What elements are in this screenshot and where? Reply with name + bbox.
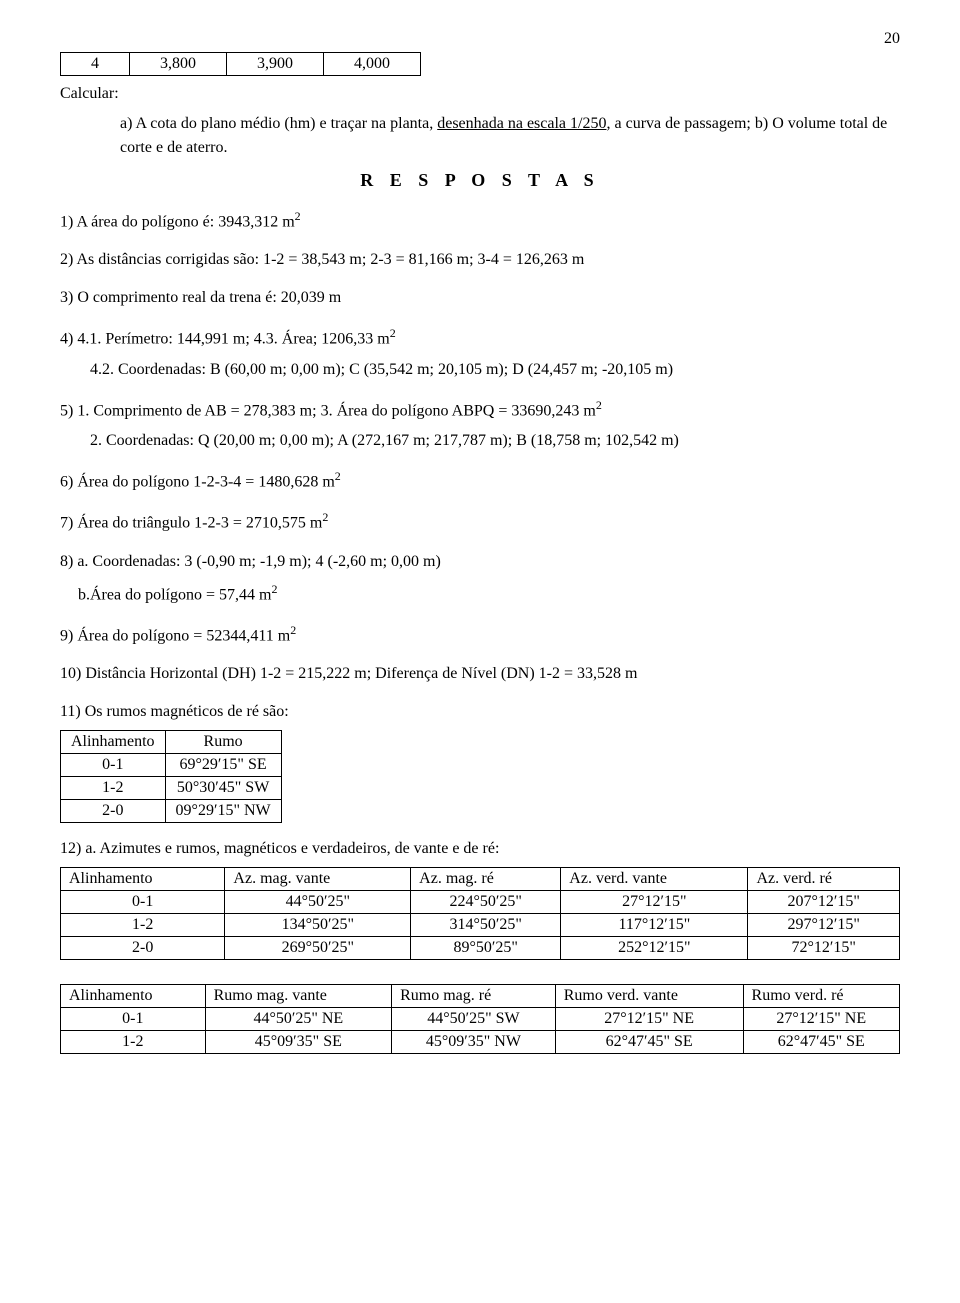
col-header: Rumo verd. ré (743, 985, 899, 1008)
calcular-a: a) A cota do plano médio (hm) e traçar n… (120, 115, 437, 132)
cell: 297°12′15" (748, 914, 900, 937)
table-row: 1-2134°50′25"314°50′25"117°12′15"297°12′… (61, 914, 900, 937)
col-header: Alinhamento (61, 731, 166, 754)
answer-5-1: 5) 1. Comprimento de AB = 278,383 m; 3. … (60, 396, 900, 423)
cell: 62°47′45" SE (555, 1031, 743, 1054)
cell: 3,800 (130, 53, 227, 76)
cell: 1-2 (61, 914, 225, 937)
cell: 69°29′15" SE (165, 754, 281, 777)
table-row: 4 3,800 3,900 4,000 (61, 53, 421, 76)
answer-10: 10) Distância Horizontal (DH) 1-2 = 215,… (60, 662, 900, 686)
table-row: 2-0269°50′25"89°50′25"252°12′15"72°12′15… (61, 937, 900, 960)
table-header-row: Alinhamento Rumo mag. vante Rumo mag. ré… (61, 985, 900, 1008)
calcular-a-underline: desenhada na escala 1/250 (437, 115, 606, 132)
cell: 45°09′35" SE (205, 1031, 392, 1054)
answer-5-2: 2. Coordenadas: Q (20,00 m; 0,00 m); A (… (90, 429, 900, 453)
answer-8a: 8) a. Coordenadas: 3 (-0,90 m; -1,9 m); … (60, 550, 900, 574)
top-data-table: 4 3,800 3,900 4,000 (60, 52, 421, 76)
cell: 0-1 (61, 754, 166, 777)
cell: 44°50′25" SW (392, 1008, 556, 1031)
col-header: Az. mag. vante (225, 868, 411, 891)
page-number: 20 (60, 30, 900, 48)
answer-3: 3) O comprimento real da trena é: 20,039… (60, 286, 900, 310)
answer-12: 12) a. Azimutes e rumos, magnéticos e ve… (60, 837, 900, 861)
cell: 44°50′25" (225, 891, 411, 914)
cell: 0-1 (61, 1008, 206, 1031)
cell: 1-2 (61, 1031, 206, 1054)
cell: 50°30′45" SW (165, 777, 281, 800)
table-row: 1-250°30′45" SW (61, 777, 282, 800)
answer-4-1: 4) 4.1. Perímetro: 144,991 m; 4.3. Área;… (60, 324, 900, 351)
col-header: Rumo mag. ré (392, 985, 556, 1008)
cell: 27°12′15" NE (555, 1008, 743, 1031)
cell: 62°47′45" SE (743, 1031, 899, 1054)
col-header: Az. mag. ré (411, 868, 561, 891)
cell: 72°12′15" (748, 937, 900, 960)
respostas-heading: R E S P O S T A S (60, 170, 900, 191)
col-header: Az. verd. ré (748, 868, 900, 891)
cell: 27°12′15" NE (743, 1008, 899, 1031)
cell: 09°29′15" NW (165, 800, 281, 823)
cell: 117°12′15" (561, 914, 748, 937)
col-header: Rumo (165, 731, 281, 754)
table-row: 0-144°50′25"224°50′25"27°12′15"207°12′15… (61, 891, 900, 914)
cell: 2-0 (61, 800, 166, 823)
cell: 2-0 (61, 937, 225, 960)
cell: 207°12′15" (748, 891, 900, 914)
cell: 45°09′35" NW (392, 1031, 556, 1054)
col-header: Alinhamento (61, 985, 206, 1008)
answer-2: 2) As distâncias corrigidas são: 1-2 = 3… (60, 248, 900, 272)
answer-8b: b.Área do polígono = 57,44 m2 (78, 580, 900, 607)
cell: 89°50′25" (411, 937, 561, 960)
cell: 314°50′25" (411, 914, 561, 937)
cell: 4,000 (324, 53, 421, 76)
answer-6: 6) Área do polígono 1-2-3-4 = 1480,628 m… (60, 467, 900, 494)
table-row: 0-144°50′25" NE44°50′25" SW27°12′15" NE2… (61, 1008, 900, 1031)
cell: 134°50′25" (225, 914, 411, 937)
table-rumos-vante-re: Alinhamento Rumo mag. vante Rumo mag. ré… (60, 984, 900, 1054)
answer-7: 7) Área do triângulo 1-2-3 = 2710,575 m2 (60, 508, 900, 535)
table-rumos: Alinhamento Rumo 0-169°29′15" SE 1-250°3… (60, 730, 282, 823)
table-header-row: Alinhamento Rumo (61, 731, 282, 754)
col-header: Az. verd. vante (561, 868, 748, 891)
table-row: 0-169°29′15" SE (61, 754, 282, 777)
table-row: 2-009°29′15" NW (61, 800, 282, 823)
col-header: Rumo mag. vante (205, 985, 392, 1008)
cell: 252°12′15" (561, 937, 748, 960)
cell: 4 (61, 53, 130, 76)
cell: 269°50′25" (225, 937, 411, 960)
answer-11: 11) Os rumos magnéticos de ré são: (60, 700, 900, 724)
cell: 224°50′25" (411, 891, 561, 914)
col-header: Alinhamento (61, 868, 225, 891)
calcular-label: Calcular: (60, 82, 900, 106)
table-header-row: Alinhamento Az. mag. vante Az. mag. ré A… (61, 868, 900, 891)
cell: 3,900 (227, 53, 324, 76)
cell: 27°12′15" (561, 891, 748, 914)
col-header: Rumo verd. vante (555, 985, 743, 1008)
cell: 1-2 (61, 777, 166, 800)
table-azimutes: Alinhamento Az. mag. vante Az. mag. ré A… (60, 867, 900, 960)
calcular-text: a) A cota do plano médio (hm) e traçar n… (120, 112, 900, 160)
answer-1: 1) A área do polígono é: 3943,312 m2 (60, 207, 900, 234)
cell: 44°50′25" NE (205, 1008, 392, 1031)
answer-4-2: 4.2. Coordenadas: B (60,00 m; 0,00 m); C… (90, 358, 900, 382)
table-row: 1-245°09′35" SE45°09′35" NW62°47′45" SE6… (61, 1031, 900, 1054)
answer-9: 9) Área do polígono = 52344,411 m2 (60, 621, 900, 648)
cell: 0-1 (61, 891, 225, 914)
